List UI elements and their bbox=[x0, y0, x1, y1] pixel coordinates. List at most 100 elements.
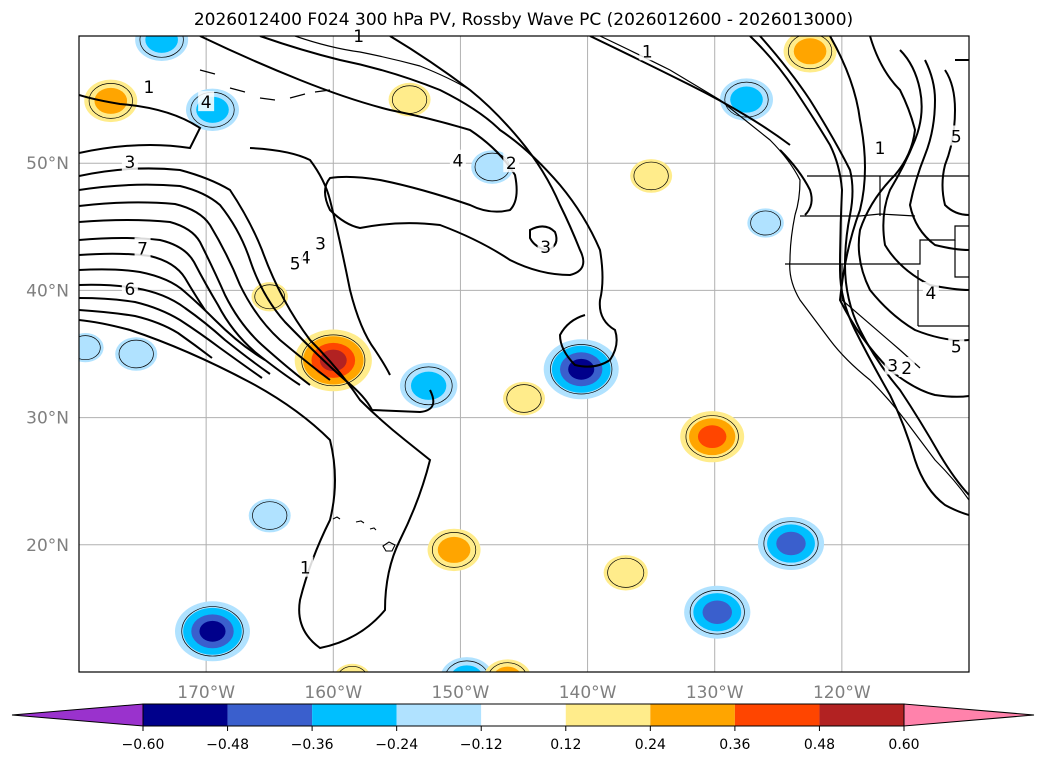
contour-label: 6 bbox=[124, 280, 135, 300]
colorbar-tick-label: 0.36 bbox=[719, 737, 750, 753]
contour-label: 1 bbox=[353, 27, 364, 47]
contour-label: 3 bbox=[315, 234, 326, 254]
colorbar: −0.60 −0.48 −0.36 −0.24 −0.12 0.12 0.24 0.36 0.4… bbox=[11, 703, 1035, 753]
colorbar-tick-label: −0.12 bbox=[460, 737, 503, 753]
colorbar-segment bbox=[396, 704, 482, 726]
pv-contours bbox=[79, 36, 969, 650]
pv-anomaly-shading bbox=[79, 36, 837, 672]
lon-label: 120°W bbox=[813, 683, 871, 703]
contour-label-bg bbox=[350, 25, 367, 45]
anomaly-outline bbox=[787, 36, 833, 70]
contour-label: 3 bbox=[887, 356, 898, 376]
colorbar-tick-label: 0.12 bbox=[550, 737, 581, 753]
contour-label: 5 bbox=[951, 127, 962, 147]
contour-label: 3 bbox=[124, 153, 135, 173]
colorbar-segment bbox=[565, 704, 651, 726]
anomaly-level bbox=[248, 498, 291, 533]
contour-label-bg bbox=[948, 335, 965, 356]
anomaly-outline bbox=[88, 83, 133, 119]
lat-label: 30°N bbox=[26, 409, 69, 429]
colorbar-segment bbox=[143, 704, 228, 726]
anomaly-outline bbox=[301, 334, 366, 387]
lon-label: 140°W bbox=[559, 683, 617, 703]
pv-anomaly bbox=[630, 159, 673, 193]
anomaly-level bbox=[503, 381, 545, 416]
anomaly-level bbox=[79, 333, 104, 363]
lon-label: 160°W bbox=[304, 683, 362, 703]
pv-anomaly bbox=[84, 79, 138, 123]
lon-label: 170°W bbox=[177, 683, 235, 703]
pv-anomaly bbox=[543, 339, 619, 400]
anomaly-outline bbox=[181, 606, 244, 657]
contour-label: 2 bbox=[506, 154, 517, 174]
contour-label: 4 bbox=[300, 248, 311, 268]
pv-anomaly bbox=[135, 36, 189, 62]
pv-anomaly bbox=[757, 517, 825, 571]
anomaly-level bbox=[441, 657, 493, 672]
contour-label-bg bbox=[198, 91, 215, 112]
pv-anomaly bbox=[399, 362, 458, 409]
pv-anomaly bbox=[441, 657, 493, 672]
anomaly-outline bbox=[254, 284, 286, 310]
contour-label: 1 bbox=[300, 559, 311, 579]
anomaly-outline bbox=[724, 81, 769, 118]
contour-label-bg bbox=[312, 232, 329, 253]
contour-label-bg bbox=[948, 125, 965, 146]
lat-label: 50°N bbox=[26, 154, 69, 174]
contour-label: 2 bbox=[901, 359, 912, 379]
anomaly-outline bbox=[252, 501, 288, 530]
anomaly-level bbox=[115, 337, 158, 371]
anomaly-outline bbox=[689, 590, 745, 635]
pv-anomaly bbox=[680, 411, 745, 463]
contour-label: 4 bbox=[925, 284, 936, 304]
anomaly-outline bbox=[139, 36, 184, 58]
contour-label-bg bbox=[872, 136, 888, 157]
pv-anomaly bbox=[175, 601, 250, 662]
anomaly-level bbox=[495, 666, 520, 672]
pv-anomaly bbox=[79, 333, 104, 363]
anomaly-level bbox=[410, 371, 447, 400]
pv-anomaly bbox=[603, 555, 648, 591]
anomaly-outline bbox=[763, 521, 819, 566]
anomaly-outline bbox=[79, 335, 101, 361]
contour-label: 4 bbox=[201, 93, 212, 113]
longitude-labels: 170°W 160°W 150°W 140°W 130°W 120°W bbox=[177, 683, 871, 703]
pv-anomaly bbox=[115, 337, 158, 371]
anomaly-outline bbox=[404, 366, 453, 406]
pv-anomaly bbox=[684, 585, 751, 639]
anomaly-level bbox=[730, 86, 763, 113]
anomaly-level bbox=[485, 659, 530, 672]
colorbar-segment bbox=[481, 704, 566, 726]
anomaly-level bbox=[335, 663, 369, 672]
contour-label-bg bbox=[537, 236, 554, 257]
anomaly-level bbox=[452, 665, 482, 672]
anomaly-level bbox=[145, 36, 178, 53]
pv-anomaly bbox=[783, 36, 837, 73]
anomaly-outline bbox=[489, 662, 526, 672]
anomaly-level bbox=[702, 600, 732, 624]
anomaly-outline bbox=[633, 161, 669, 191]
lon-label: 150°W bbox=[432, 683, 490, 703]
contour-label: 7 bbox=[137, 239, 148, 259]
colorbar-segment bbox=[819, 704, 904, 726]
colorbar-tick-label: −0.60 bbox=[122, 737, 165, 753]
contour-label: 4 bbox=[452, 152, 463, 172]
anomaly-level bbox=[94, 87, 128, 114]
anomaly-level bbox=[199, 620, 226, 642]
pv-anomaly bbox=[248, 498, 291, 533]
contour-label-bg bbox=[121, 150, 138, 171]
anomaly-outline bbox=[431, 532, 477, 568]
contour-label: 1 bbox=[642, 42, 653, 62]
anomaly-level bbox=[388, 82, 431, 117]
contour-label-bg bbox=[503, 152, 520, 173]
pv-anomaly bbox=[427, 528, 481, 572]
anomaly-outline bbox=[118, 339, 154, 369]
colorbar-tick-label: −0.48 bbox=[206, 737, 249, 753]
colorbar-tick-label: 0.24 bbox=[635, 737, 666, 753]
map-frame bbox=[78, 35, 970, 673]
colorbar-extend-high bbox=[903, 703, 1035, 727]
lat-lon-grid bbox=[79, 36, 969, 672]
contour-label-bg bbox=[449, 149, 466, 170]
latitude-labels: 50°N 40°N 30°N 20°N bbox=[26, 154, 69, 556]
contour-label-bg bbox=[121, 278, 138, 299]
